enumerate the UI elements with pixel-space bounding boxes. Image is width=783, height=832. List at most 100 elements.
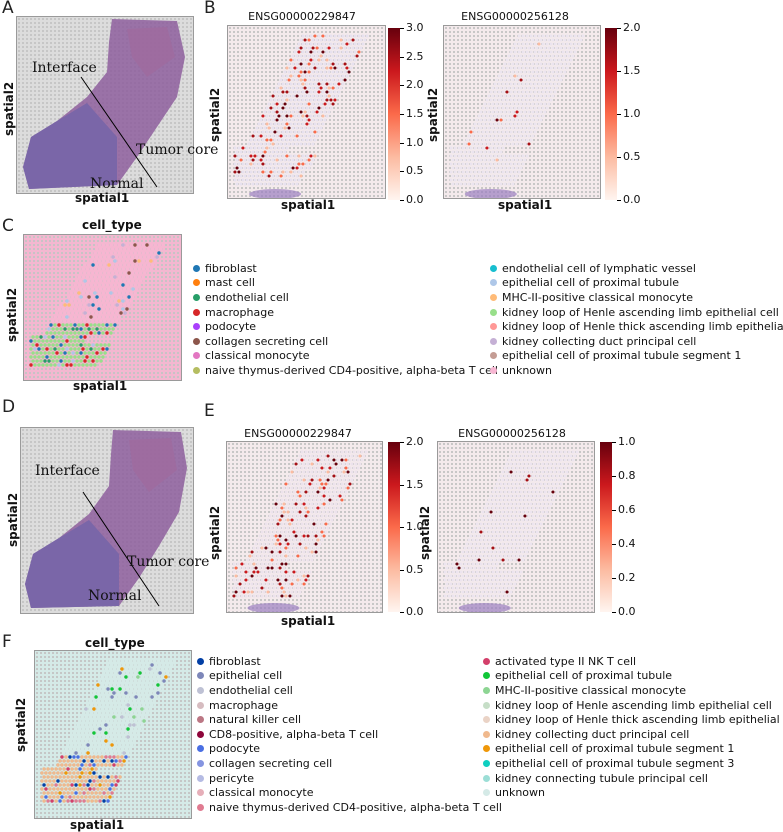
spot	[348, 466, 352, 470]
cell-spot	[124, 675, 128, 679]
spot	[339, 38, 343, 42]
cell-spot	[39, 351, 43, 355]
spot	[517, 154, 521, 158]
spot	[509, 170, 513, 174]
spot	[326, 478, 330, 482]
spot	[337, 34, 341, 38]
spot	[559, 38, 563, 42]
spot	[338, 478, 342, 482]
spot	[525, 90, 529, 94]
spot	[501, 170, 505, 174]
cell-spot	[87, 303, 91, 307]
spot	[561, 50, 565, 54]
legend-marker	[197, 745, 204, 753]
cell-spot	[115, 295, 119, 299]
cell-spot	[109, 283, 113, 287]
cell-spot	[103, 247, 107, 251]
cell-spot	[93, 251, 97, 255]
cell-spot	[130, 719, 134, 723]
spot	[258, 590, 262, 594]
spot	[461, 178, 465, 182]
spot	[253, 146, 257, 150]
cell-spot	[123, 255, 127, 259]
spot	[485, 510, 489, 514]
spot	[357, 50, 361, 54]
spot	[260, 586, 264, 590]
spot	[261, 138, 265, 142]
spot	[525, 106, 529, 110]
spot	[293, 162, 297, 166]
spot	[250, 558, 254, 562]
cell-spot	[118, 759, 122, 763]
spot	[509, 470, 513, 474]
spot	[523, 158, 527, 162]
spot	[479, 174, 483, 178]
spot	[487, 554, 491, 558]
spot	[333, 82, 337, 86]
spot	[304, 546, 308, 550]
cell-spot	[117, 307, 121, 311]
cell-spot	[126, 679, 130, 683]
cell-spot	[136, 691, 140, 695]
spot	[471, 530, 475, 534]
cell-spot	[67, 343, 71, 347]
spot	[321, 74, 325, 78]
spot	[342, 462, 346, 466]
spot	[269, 98, 273, 102]
x-axis-label-e-left: spatial1	[281, 614, 336, 628]
gene-title-b-left: ENSG00000229847	[248, 10, 356, 23]
spot	[449, 178, 453, 182]
spot	[291, 134, 295, 138]
spot	[483, 514, 487, 518]
cell-spot	[62, 775, 66, 779]
spot	[565, 34, 569, 38]
spot	[234, 566, 238, 570]
spot	[487, 102, 491, 106]
spot	[457, 558, 461, 562]
spot	[471, 126, 475, 130]
spot	[305, 66, 309, 70]
spot	[257, 130, 261, 134]
cell-spot	[79, 319, 83, 323]
spot	[483, 182, 487, 186]
spot	[295, 54, 299, 58]
spot	[309, 74, 313, 78]
legend-label: podocyte	[209, 742, 261, 756]
spot	[288, 594, 292, 598]
spot	[513, 114, 517, 118]
spot	[336, 482, 340, 486]
cell-spot	[109, 251, 113, 255]
cell-spot	[107, 279, 111, 283]
spot	[311, 158, 315, 162]
spot	[519, 142, 523, 146]
cell-spot	[146, 663, 150, 667]
spot	[299, 38, 303, 42]
legend-c-left: fibroblast mast cell endothelial cell macro…	[193, 261, 498, 378]
cell-spot	[71, 319, 75, 323]
spot	[561, 462, 565, 466]
spot	[495, 578, 499, 582]
spot	[535, 450, 539, 454]
spot	[519, 474, 523, 478]
spot	[459, 150, 463, 154]
spot	[350, 470, 354, 474]
spot	[332, 482, 336, 486]
cell-spot	[66, 775, 70, 779]
spot	[314, 462, 318, 466]
spot	[525, 50, 529, 54]
spot	[292, 498, 296, 502]
spot	[293, 82, 297, 86]
spot	[326, 510, 330, 514]
spot	[315, 126, 319, 130]
spot	[537, 74, 541, 78]
cell-spot	[106, 663, 110, 667]
spot	[459, 562, 463, 566]
cell-spot	[80, 715, 84, 719]
spot	[241, 170, 245, 174]
spot	[489, 106, 493, 110]
cell-spot	[154, 695, 158, 699]
spot	[517, 90, 521, 94]
spot	[461, 162, 465, 166]
spot	[557, 42, 561, 46]
spot	[443, 570, 447, 574]
